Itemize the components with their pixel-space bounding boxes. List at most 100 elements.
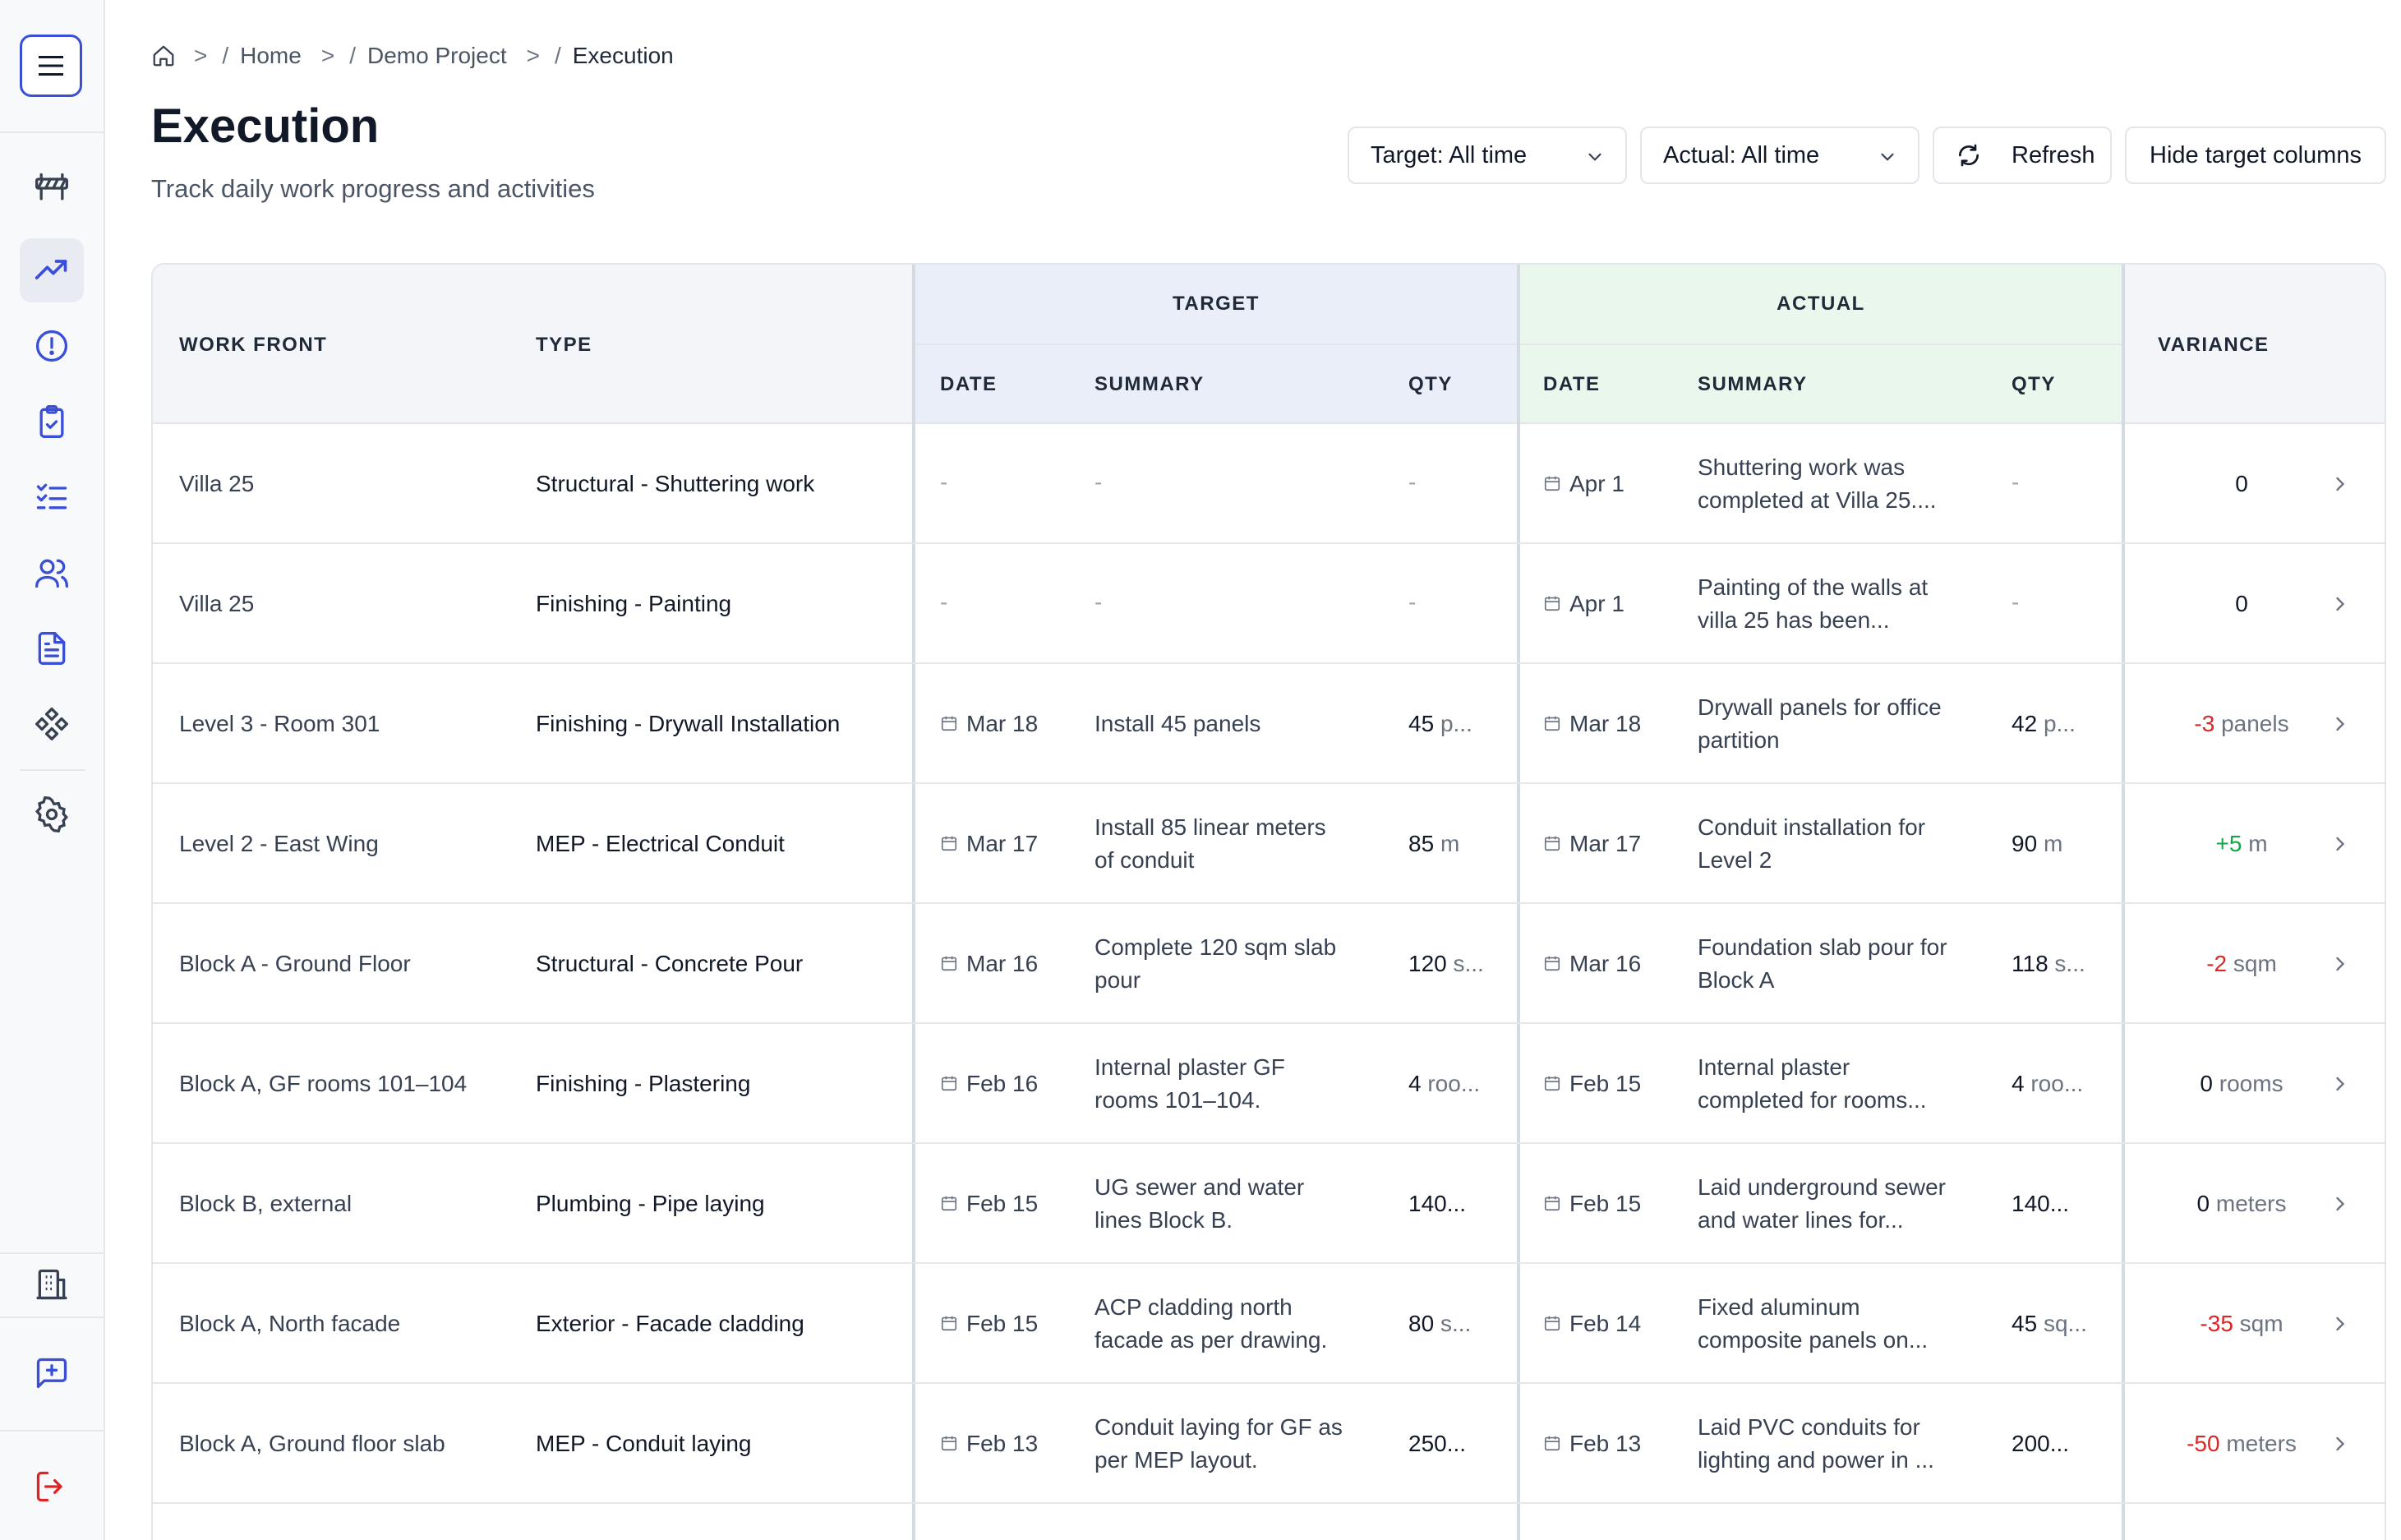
- cell-actual-summary: Conduit installation for: [1698, 814, 1926, 840]
- cell-work-front: Block A - Ground Floor: [179, 951, 411, 976]
- cell-work-front: Block B, external: [179, 1191, 353, 1216]
- cell-actual-summary: Foundation slab pour for: [1698, 934, 1947, 960]
- chevron-right-icon[interactable]: [2329, 1192, 2352, 1220]
- breadcrumb-chevron-icon: >: [194, 43, 208, 68]
- cell-variance: 0: [2235, 471, 2248, 496]
- home-icon[interactable]: [151, 44, 176, 68]
- cell-type: MEP - Electrical Conduit: [536, 831, 785, 856]
- sidebar-item-documents[interactable]: [20, 616, 84, 680]
- breadcrumb-project[interactable]: Demo Project: [366, 43, 507, 68]
- header-actual: ACTUAL: [1777, 293, 1865, 315]
- table-row[interactable]: Level 3 - Room 301 Finishing - Drywall In…: [153, 664, 2385, 784]
- cell-target-summary-line2: lines Block B.: [1095, 1207, 1233, 1233]
- cell-target-qty: 80 s...: [1408, 1311, 1472, 1336]
- gear-icon: [35, 796, 68, 832]
- sidebar-item-tasks[interactable]: [20, 465, 84, 529]
- breadcrumb-home[interactable]: Home: [240, 43, 302, 68]
- cell-type: Plumbing - Pipe laying: [536, 1191, 765, 1216]
- calendar-icon: [1543, 1314, 1561, 1336]
- calendar-icon: [940, 954, 958, 976]
- cell-actual-date: Mar 18: [1569, 711, 1642, 736]
- users-icon: [35, 559, 68, 588]
- chevron-right-icon[interactable]: [2329, 952, 2352, 980]
- cell-type: Finishing - Drywall Installation: [536, 711, 841, 736]
- sidebar-item-execution[interactable]: [20, 238, 84, 302]
- refresh-label: Refresh: [2012, 141, 2095, 168]
- cell-actual-summary: Painting of the walls at: [1698, 574, 1929, 600]
- components-icon: [35, 708, 68, 740]
- chevron-right-icon[interactable]: [2329, 1432, 2352, 1459]
- chevron-right-icon[interactable]: [2329, 1072, 2352, 1100]
- sidebar-item-logout[interactable]: [20, 1455, 84, 1519]
- cell-target-summary-line2: rooms 101–104.: [1095, 1087, 1261, 1113]
- cell-variance: -50 meters: [2187, 1431, 2297, 1456]
- logout-icon: [36, 1471, 62, 1502]
- chevron-right-icon[interactable]: [2329, 473, 2352, 500]
- cell-work-front: Villa 25: [179, 591, 255, 616]
- cell-target-date: Feb 15: [966, 1191, 1039, 1216]
- cell-type: Structural - Concrete Pour: [536, 951, 804, 976]
- actual-filter-select[interactable]: Actual: All time: [1640, 127, 1919, 184]
- cell-actual-date: Feb 14: [1569, 1311, 1642, 1336]
- cell-target-qty: 4 roo...: [1408, 1071, 1481, 1096]
- breadcrumb-slash: /: [349, 43, 356, 68]
- header-actual-summary: SUMMARY: [1698, 373, 1808, 395]
- table-row[interactable]: Block A, GF rooms 101–104 Finishing - Pla…: [153, 1024, 2385, 1144]
- sidebar-item-checklists[interactable]: [20, 390, 84, 454]
- refresh-button[interactable]: Refresh: [1933, 127, 2112, 184]
- sidebar-item-feedback[interactable]: [20, 1341, 84, 1405]
- menu-toggle-button[interactable]: [20, 35, 82, 97]
- chevron-right-icon[interactable]: [2329, 832, 2352, 860]
- chevron-right-icon[interactable]: [2329, 712, 2352, 740]
- cell-target-date: Mar 18: [966, 711, 1039, 736]
- cell-target-summary: -: [1095, 469, 1103, 495]
- cell-target-summary: UG sewer and water: [1095, 1174, 1305, 1200]
- calendar-icon: [1543, 954, 1561, 976]
- calendar-icon: [1543, 834, 1561, 856]
- table-row[interactable]: Block B, external Plumbing - Pipe laying F…: [153, 1144, 2385, 1264]
- table-row[interactable]: Level 2 - East Wing MEP - Electrical Cond…: [153, 784, 2385, 904]
- hide-target-columns-button[interactable]: Hide target columns: [2125, 127, 2386, 184]
- table-row[interactable]: Villa 25 Finishing - Painting - - - Apr 1 Pain…: [153, 544, 2385, 664]
- calendar-icon: [940, 1434, 958, 1456]
- cell-actual-qty: 90 m: [2012, 831, 2063, 856]
- cell-actual-date: Apr 1: [1569, 591, 1624, 616]
- sidebar-item-issues[interactable]: [20, 314, 84, 378]
- cell-type: Finishing - Plastering: [536, 1071, 751, 1096]
- cell-target-qty: 45 p...: [1408, 711, 1472, 736]
- cell-type: Structural - Shuttering work: [536, 471, 815, 496]
- cell-target-date: -: [940, 469, 948, 495]
- target-filter-select[interactable]: Target: All time: [1348, 127, 1627, 184]
- cell-actual-qty: 140...: [2012, 1191, 2070, 1216]
- header-target-date: DATE: [940, 373, 998, 395]
- chevron-right-icon[interactable]: [2329, 1312, 2352, 1339]
- cell-target-qty: 250...: [1408, 1431, 1467, 1456]
- sidebar-item-settings[interactable]: [20, 782, 84, 846]
- execution-table: WORK FRONT TYPE TARGET ACTUAL VARIANCE D…: [151, 263, 2386, 1540]
- cell-target-date: Mar 17: [966, 831, 1039, 856]
- calendar-icon: [1543, 1434, 1561, 1456]
- table-row[interactable]: Block A, Ground floor slab MEP - Conduit …: [153, 1384, 2385, 1504]
- cell-variance: 0 meters: [2196, 1191, 2287, 1216]
- sidebar-item-organization[interactable]: [20, 1252, 84, 1316]
- calendar-icon: [1543, 1074, 1561, 1096]
- cell-target-summary: Conduit laying for GF as: [1095, 1414, 1343, 1440]
- table-row[interactable]: Block A, North facade Exterior - Facade c…: [153, 1264, 2385, 1384]
- cell-actual-date: Feb 15: [1569, 1071, 1642, 1096]
- calendar-icon: [1543, 474, 1561, 496]
- table-row[interactable]: Block A - Ground Floor Structural - Concr…: [153, 904, 2385, 1024]
- cell-actual-qty: -: [2012, 589, 2020, 615]
- page-subtitle: Track daily work progress and activities: [151, 174, 595, 203]
- cell-target-summary-line2: of conduit: [1095, 847, 1195, 873]
- cell-type: Exterior - Facade cladding: [536, 1311, 804, 1336]
- cell-work-front: Level 2 - East Wing: [179, 831, 379, 856]
- cell-actual-date: Feb 13: [1569, 1431, 1642, 1456]
- table-row[interactable]: Villa 25 Structural - Shuttering work - - - A…: [153, 424, 2385, 544]
- sidebar-item-components[interactable]: [20, 692, 84, 756]
- cell-variance: 0 rooms: [2200, 1071, 2283, 1096]
- cell-target-summary-line2: per MEP layout.: [1095, 1447, 1258, 1473]
- sidebar-item-roadblocks[interactable]: [20, 156, 84, 220]
- chevron-right-icon[interactable]: [2329, 592, 2352, 620]
- calendar-icon: [1543, 594, 1561, 616]
- sidebar-item-team[interactable]: [20, 541, 84, 605]
